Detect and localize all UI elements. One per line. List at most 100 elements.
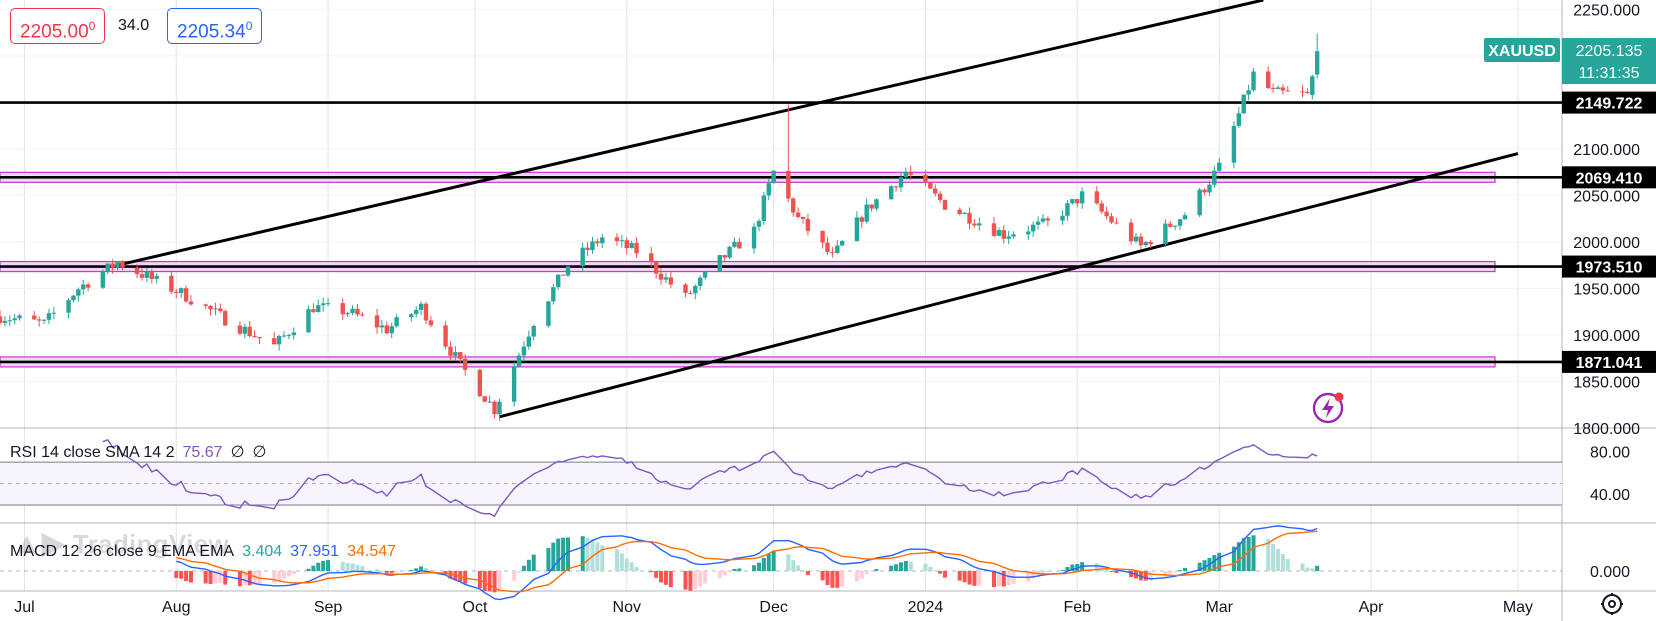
candle-body — [565, 266, 571, 276]
sell-price-box[interactable]: 2205.000 — [10, 8, 106, 44]
candle-body — [71, 295, 76, 301]
candle-up — [565, 265, 571, 278]
candle-body — [1207, 184, 1212, 193]
candle-body — [316, 305, 321, 313]
macd-histogram-bar — [894, 564, 899, 571]
candle-up — [418, 301, 424, 315]
macd-histogram-bar — [590, 539, 595, 571]
macd-histogram-bar — [889, 565, 894, 571]
macd-histogram-bar — [600, 545, 605, 571]
macd-histogram-bar — [1178, 570, 1183, 572]
settings-gear-icon[interactable] — [1598, 590, 1626, 618]
candle-down — [169, 271, 174, 294]
candle-body — [46, 313, 52, 320]
price-tick-label: 1900.000 — [1573, 328, 1640, 345]
candle-down — [183, 285, 189, 303]
candle-body — [492, 401, 497, 415]
rsi-line — [102, 439, 1318, 518]
candle-body — [1270, 87, 1276, 89]
candle-body — [374, 315, 380, 328]
candle-down — [668, 271, 674, 289]
rsi-legend[interactable]: RSI 14 close SMA 14 2 75.67 ∅ ∅ — [10, 442, 274, 462]
time-label: Aug — [162, 599, 190, 616]
macd-histogram-bar — [933, 570, 938, 572]
level-price-tag — [1562, 255, 1656, 278]
candle-body — [820, 231, 825, 243]
candle-body — [1231, 125, 1237, 163]
macd-histogram-bar — [634, 567, 639, 571]
candle-down — [355, 304, 360, 317]
candle-body — [320, 303, 326, 306]
candle-down — [0, 310, 3, 325]
candle-body — [683, 284, 688, 293]
candle-body — [737, 241, 742, 249]
macd-histogram-bar — [864, 571, 869, 574]
candle-up — [840, 240, 845, 247]
flash-lightning-icon[interactable] — [1311, 389, 1347, 425]
candle-down — [595, 238, 600, 247]
candle-up — [497, 398, 502, 421]
macd-legend[interactable]: MACD 12 26 close 9 EMA EMA 3.404 37.951 34.… — [10, 543, 404, 561]
candle-body — [1172, 225, 1178, 227]
candle-body — [218, 308, 223, 312]
macd-hist-value: 3.404 — [242, 543, 283, 560]
candle-body — [66, 300, 71, 313]
macd-histogram-bar — [389, 571, 394, 574]
candle-up — [898, 171, 904, 193]
candle-body — [1300, 91, 1305, 93]
candle-body — [1065, 203, 1070, 216]
rsi-extra-2: ∅ — [252, 444, 267, 461]
candle-body — [0, 316, 3, 323]
candle-body — [1212, 170, 1217, 185]
candle-down — [957, 207, 962, 216]
symbol-tag — [1484, 38, 1560, 63]
candle-body — [996, 230, 1002, 236]
candle-body — [1026, 231, 1031, 235]
macd-histogram-bar — [1182, 568, 1187, 571]
buy-price-box[interactable]: 2205.340 — [167, 8, 263, 44]
candle-body — [937, 193, 943, 201]
candle-down — [203, 303, 208, 309]
candle-up — [698, 275, 703, 291]
candle-body — [448, 346, 453, 356]
candle-body — [458, 352, 463, 359]
candle-up — [320, 297, 326, 312]
macd-histogram-bar — [1310, 568, 1315, 571]
candle-down — [448, 341, 453, 362]
candle-up — [1212, 165, 1217, 188]
support-resistance-zones — [0, 101, 1562, 368]
candle-down — [1099, 200, 1104, 215]
macd-title: MACD 12 26 close 9 EMA EMA — [10, 543, 235, 560]
price-axis[interactable]: 2250.000 2100.000 2050.000 2000.000 1950.000… — [1484, 2, 1656, 581]
candle-up — [1231, 121, 1237, 169]
bid-price: 2205.00 — [20, 21, 89, 43]
candle-up — [1060, 210, 1065, 225]
candle-body — [17, 315, 22, 319]
time-axis[interactable]: Jul Aug Sep Oct Nov Dec 2024 Feb Mar Apr May — [14, 599, 1533, 616]
candle-body — [898, 177, 904, 188]
macd-histogram-bar — [1236, 542, 1241, 571]
price-tick-label: 1850.000 — [1573, 374, 1640, 391]
candle-body — [81, 284, 86, 290]
candle-body — [389, 326, 394, 334]
candle-up — [51, 306, 57, 320]
candle-body — [1177, 219, 1183, 226]
macd-histogram-bar — [188, 571, 193, 583]
price-tick-label: 2050.000 — [1573, 188, 1640, 205]
macd-signal-value: 34.547 — [347, 543, 397, 560]
candle-up — [291, 327, 296, 340]
time-label: Oct — [463, 599, 488, 616]
macd-histogram-bar — [306, 568, 311, 571]
macd-histogram-bar — [771, 550, 776, 571]
candle-up — [511, 361, 517, 407]
candle-body — [1109, 216, 1114, 223]
level-price-tag — [1562, 350, 1656, 373]
macd-histogram-bar — [874, 569, 879, 571]
candle-body — [722, 255, 727, 258]
macd-histogram-bar — [428, 570, 433, 572]
candle-down — [688, 290, 693, 295]
candle-up — [996, 227, 1002, 237]
candle-body — [281, 335, 287, 337]
macd-histogram-bar — [213, 571, 218, 584]
